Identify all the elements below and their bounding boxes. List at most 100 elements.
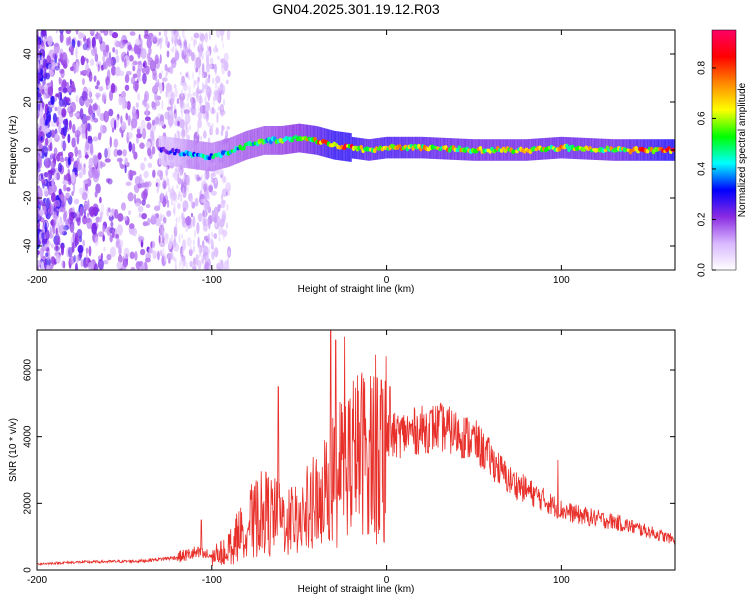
spectrogram-noise-blob [198, 253, 201, 259]
spectrogram-noise-blob [87, 212, 90, 218]
spectrogram-noise-blob [40, 172, 44, 180]
spectrogram-ridge-cell [397, 144, 402, 148]
spectrogram-noise-blob [37, 260, 41, 266]
spectrogram-noise-blob [183, 35, 186, 43]
spectrogram-noise-blob [59, 31, 64, 44]
spectrogram-noise-blob [171, 90, 174, 97]
spectrogram-noise-blob [227, 264, 230, 270]
spectrogram-noise-blob [171, 195, 174, 206]
spectrogram-noise-blob [90, 48, 97, 57]
spectrogram-noise-blob [86, 115, 91, 121]
spectrogram-noise-blob [181, 264, 184, 270]
spectrogram-noise-blob [180, 194, 183, 202]
spectrogram-noise-blob [141, 212, 148, 220]
spectrogram-noise-blob [100, 252, 104, 261]
colorbar-ticks: 0.0 0.2 0.4 0.6 0.8 [697, 29, 737, 277]
spectrogram-noise-blob [97, 34, 102, 41]
spectrogram-noise-blob [74, 146, 78, 158]
spectrogram-noise-blob [109, 89, 114, 101]
spectrogram-noise-blob [205, 117, 208, 125]
spectrogram-noise-blob [77, 150, 81, 155]
spectrogram-noise-blob [101, 94, 106, 103]
spectrogram-noise-blob [181, 88, 184, 98]
spectrogram-noise-blob [151, 133, 155, 146]
spectrogram-noise-blob [59, 69, 65, 74]
spectrogram-noise-blob [192, 265, 197, 270]
spectrogram-noise-blob [166, 199, 170, 208]
spectrogram-noise-blob [214, 69, 217, 76]
spectrogram-noise-blob [103, 30, 109, 36]
spectrogram-noise-blob [37, 139, 40, 150]
spectrogram-noise-blob [150, 241, 153, 249]
spectrogram-noise-blob [124, 84, 130, 91]
spectrogram-noise-blob [37, 249, 41, 256]
spectrogram-noise-blob [45, 110, 51, 123]
spectrogram-noise-blob [122, 257, 129, 268]
spectrogram-noise-blob [66, 187, 71, 192]
spectrogram-noise-blob [38, 103, 41, 112]
spectrogram-noise-blob [159, 54, 162, 64]
spectrogram-noise-blob [172, 45, 175, 54]
spectrogram-noise-blob [207, 63, 213, 70]
spectrogram-noise-blob [44, 258, 47, 270]
spectrogram-x-tick-label: 100 [553, 275, 570, 286]
spectrogram-noise-blob [189, 260, 194, 268]
spectrogram-noise-blob [152, 85, 159, 94]
spectrogram-noise-blob [221, 61, 224, 70]
spectrogram-noise-blob [115, 49, 119, 55]
spectrogram-noise-blob [213, 97, 216, 107]
spectrogram-noise-blob [189, 124, 192, 131]
spectrogram-noise-blob [145, 141, 151, 149]
spectrogram-noise-blob [112, 46, 116, 53]
spectrogram-noise-blob [197, 105, 200, 113]
spectrogram-noise-blob [182, 207, 187, 212]
spectrogram-noise-blob [158, 72, 162, 80]
spectrogram-noise-blob [54, 199, 61, 207]
spectrogram-noise-blob [185, 261, 188, 270]
spectrogram-noise-blob [199, 104, 206, 114]
spectrogram-noise-blob [44, 221, 47, 233]
spectrogram-noise-blob [168, 183, 171, 193]
spectrogram-noise-blob [51, 178, 55, 188]
spectrogram-noise-blob [163, 124, 166, 129]
spectrogram-noise-blob [217, 85, 220, 95]
spectrogram-noise-blob [182, 166, 185, 173]
spectrogram-noise-blob [157, 250, 160, 261]
spectrogram-noise-blob [54, 106, 58, 111]
spectrogram-noise-blob [147, 60, 151, 66]
spectrogram-noise-blob [193, 228, 196, 239]
spectrogram-noise-blob [165, 36, 169, 47]
spectrogram-noise-blob [157, 182, 160, 188]
spectrogram-y-tick-label: 0 [23, 147, 34, 153]
spectrogram-noise-blob [75, 61, 79, 73]
spectrogram-noise-blob [118, 239, 124, 249]
spectrogram-noise-blob [95, 92, 101, 98]
spectrogram-noise-blob [191, 51, 195, 62]
spectrogram-noise-blob [96, 81, 100, 86]
spectrogram-noise-blob [188, 248, 193, 257]
spectrogram-noise-blob [53, 171, 57, 181]
spectrogram-noise-blob [186, 174, 191, 187]
spectrogram-noise-blob [43, 187, 49, 196]
spectrogram-noise-blob [113, 119, 117, 131]
spectrogram-noise-blob [168, 108, 171, 116]
spectrogram-noise-blob [204, 172, 207, 182]
spectrogram-noise-blob [102, 225, 106, 233]
spectrogram-noise-blob [190, 97, 193, 104]
spectrogram-noise-blob [100, 162, 106, 168]
spectrogram-noise-blob [58, 115, 64, 124]
spectrogram-noise-blob [155, 81, 158, 88]
snr-x-ticks: -200 -100 0 100 [27, 330, 570, 586]
spectrogram-noise-blob [178, 131, 181, 138]
spectrogram-noise-blob [204, 260, 209, 270]
spectrogram-noise-blob [79, 206, 84, 217]
spectrogram-noise-blob [192, 239, 195, 246]
spectrogram-noise-blob [200, 174, 203, 180]
spectrogram-noise-blob [182, 186, 185, 197]
spectrogram-noise-blob [205, 254, 208, 262]
spectrogram-noise-blob [143, 157, 147, 162]
spectrogram-noise-blob [222, 42, 225, 49]
spectrogram-noise-blob [62, 179, 69, 185]
